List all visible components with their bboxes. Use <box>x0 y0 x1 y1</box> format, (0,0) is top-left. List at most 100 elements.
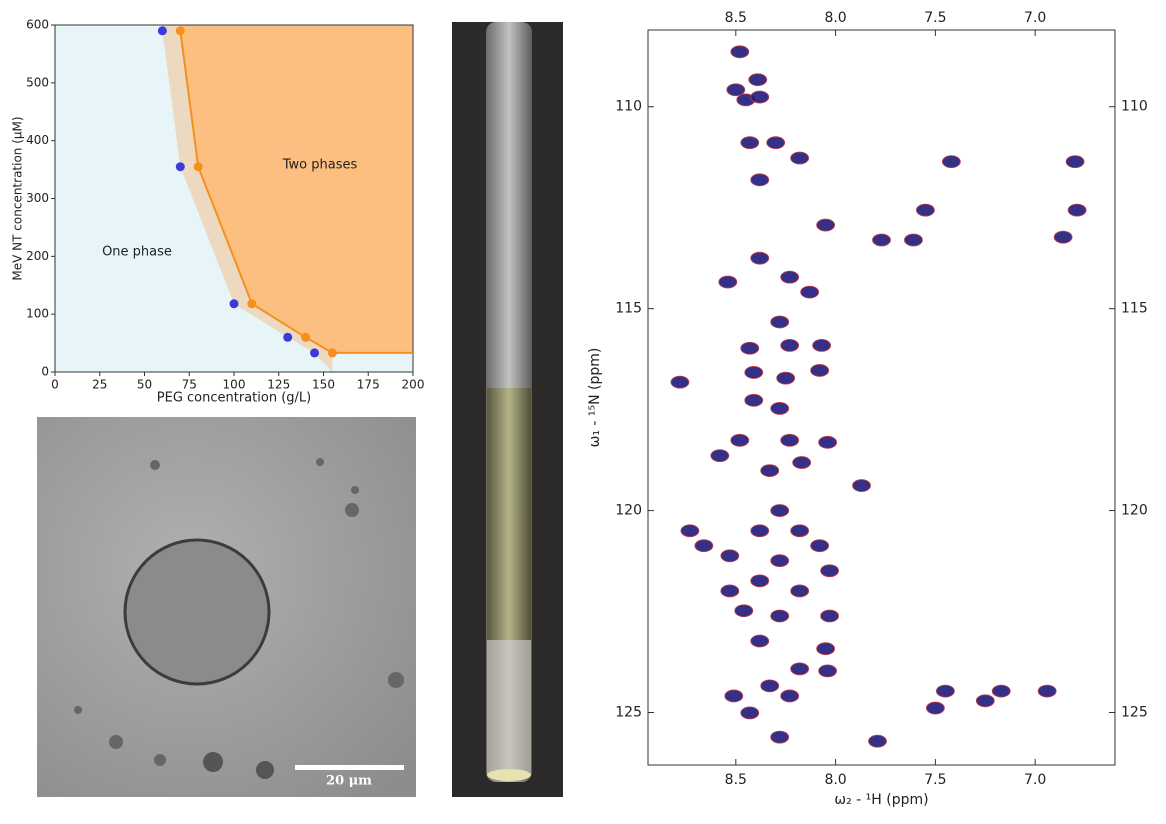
x-tick-label: 7.0 <box>1024 772 1046 788</box>
data-point <box>157 26 167 36</box>
peak <box>730 45 750 59</box>
peak <box>724 689 744 703</box>
peak <box>852 479 871 492</box>
peak <box>1053 230 1073 244</box>
y-tick-label: 0 <box>41 365 49 379</box>
y-tick-label-right: 115 <box>1121 301 1148 317</box>
peak <box>916 203 935 217</box>
peak <box>750 173 770 187</box>
peak <box>776 371 796 385</box>
peak <box>816 218 836 232</box>
x-tick-label-top: 8.5 <box>725 10 747 26</box>
peak <box>718 275 738 289</box>
peak <box>744 393 764 407</box>
peak <box>991 684 1011 698</box>
nmr-spectrum: 8.5 8.5 8.0 8.0 7.5 7.5 7.0 7.0 110 110 115 115 120 1… <box>587 10 1148 808</box>
peak <box>750 251 770 265</box>
peak <box>780 270 800 284</box>
boundary-line <box>179 30 413 354</box>
x-tick-label: 7.5 <box>924 772 946 788</box>
data-point <box>175 162 185 172</box>
y-tick-label: 200 <box>26 249 49 263</box>
x-tick-label: 0 <box>51 378 59 392</box>
y-axis-label: ω₁ - ¹⁵N (ppm) <box>587 348 603 448</box>
peak <box>904 233 923 247</box>
x-tick-label: 100 <box>223 378 246 392</box>
peak <box>760 464 780 477</box>
y-axis-label: MeV NT concentration (μM) <box>11 116 25 280</box>
peak <box>670 375 690 389</box>
peak <box>770 554 790 568</box>
y-tick-label: 115 <box>615 301 642 317</box>
peak <box>740 136 760 150</box>
peak <box>766 136 786 150</box>
peak <box>750 574 770 588</box>
y-tick-label: 300 <box>26 191 49 205</box>
y-tick-label: 120 <box>615 503 642 519</box>
phase-diagram: 0 25 50 75 100 125 150 175 200 0 100 200 300 400 500 60… <box>11 18 425 406</box>
peak <box>770 730 790 744</box>
peak <box>770 402 790 415</box>
y-tick-label-right: 110 <box>1121 99 1148 115</box>
peak <box>1067 203 1087 217</box>
peak <box>720 549 740 563</box>
x-tick-label: 8.5 <box>725 772 747 788</box>
peak <box>760 679 780 693</box>
plot-frame <box>647 29 1116 766</box>
peak <box>750 524 770 538</box>
x-tick-label-top: 7.0 <box>1024 10 1046 26</box>
peak <box>694 539 714 553</box>
x-axis-label: ω₂ - ¹H (ppm) <box>834 792 928 808</box>
x-tick-label: 8.0 <box>824 772 846 788</box>
peak <box>810 364 830 377</box>
peak <box>1037 684 1057 698</box>
peak <box>780 689 800 703</box>
peak <box>790 524 810 538</box>
peak <box>790 662 810 676</box>
peak <box>941 155 961 169</box>
x-tick-label: 50 <box>137 378 152 392</box>
two-phase-region <box>180 25 413 353</box>
peak <box>740 706 760 720</box>
y-tick-label-right: 125 <box>1121 705 1148 721</box>
scale-bar-label: 20 μm <box>326 774 372 789</box>
peak <box>750 90 770 104</box>
y-tick-label: 500 <box>26 75 49 89</box>
peak <box>1065 155 1085 169</box>
peak <box>820 564 840 578</box>
peak <box>770 504 790 517</box>
y-tick-label: 125 <box>615 705 642 721</box>
peak <box>800 285 820 299</box>
x-tick-label: 25 <box>92 378 107 392</box>
peak <box>780 339 800 352</box>
peak <box>726 83 746 97</box>
peak <box>792 456 812 469</box>
data-point <box>193 162 203 172</box>
peak <box>730 433 750 447</box>
annotation: One phase <box>102 245 172 260</box>
data-point <box>301 332 311 342</box>
peak <box>680 524 700 538</box>
y-tick-label-right: 120 <box>1121 503 1148 519</box>
peak <box>790 151 810 165</box>
micrograph: 20 μm <box>37 417 416 797</box>
x-tick-label: 200 <box>402 378 425 392</box>
x-tick-label: 125 <box>267 378 290 392</box>
peak <box>868 734 887 748</box>
peak <box>770 609 790 623</box>
peak <box>818 435 838 449</box>
y-tick-label: 110 <box>615 99 642 115</box>
y-tick-label: 100 <box>26 307 49 321</box>
peak <box>935 684 955 698</box>
peak <box>720 584 740 598</box>
peak <box>780 433 800 447</box>
data-point <box>327 348 337 358</box>
data-point <box>283 332 293 342</box>
peak <box>790 584 810 598</box>
peak <box>975 694 995 708</box>
peak <box>810 539 830 553</box>
data-point <box>310 348 320 358</box>
tube-photo <box>452 22 563 797</box>
peak <box>770 315 790 329</box>
